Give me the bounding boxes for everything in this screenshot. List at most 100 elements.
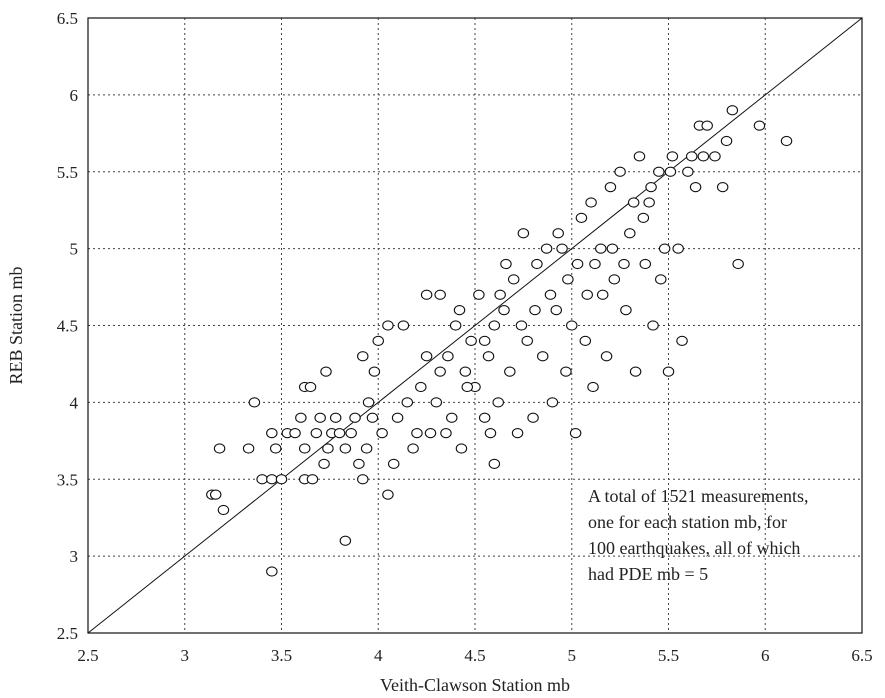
data-point xyxy=(298,443,311,454)
data-point xyxy=(682,166,694,177)
data-point xyxy=(585,197,597,208)
data-point xyxy=(382,489,394,500)
data-point xyxy=(560,366,572,377)
data-point xyxy=(434,289,446,300)
y-tick-labels: 2.5 3 3.5 4 4.5 5 5.5 6 6.5 xyxy=(57,9,79,643)
y-axis-title: REB Station mb xyxy=(6,266,26,384)
data-point xyxy=(494,289,506,300)
data-point xyxy=(372,335,384,347)
data-point xyxy=(565,320,578,331)
data-point xyxy=(217,504,230,516)
data-point xyxy=(329,412,342,423)
data-point xyxy=(720,135,733,147)
data-point xyxy=(556,243,568,254)
data-point xyxy=(449,320,462,331)
data-point xyxy=(407,443,419,454)
data-point xyxy=(314,412,326,423)
data-point xyxy=(266,566,278,577)
y-tick-label: 3 xyxy=(70,547,79,566)
data-point xyxy=(571,258,584,270)
data-point xyxy=(345,427,357,439)
x-tick-label: 4.5 xyxy=(464,646,485,665)
data-point xyxy=(544,289,557,300)
data-point xyxy=(639,258,652,270)
data-point xyxy=(596,289,609,300)
data-point xyxy=(662,366,675,377)
y-tick-label: 6 xyxy=(70,86,79,105)
x-tick-label: 3.5 xyxy=(271,646,292,665)
data-point xyxy=(604,181,617,193)
data-point xyxy=(550,304,563,316)
annotation-line: 100 earthquakes, all of which xyxy=(588,538,800,558)
data-point xyxy=(629,366,642,377)
data-point xyxy=(709,151,721,162)
data-point xyxy=(507,274,520,285)
data-point xyxy=(322,443,334,454)
data-points xyxy=(206,105,793,577)
data-point xyxy=(473,289,485,300)
data-point xyxy=(527,412,539,423)
data-point xyxy=(726,105,739,116)
data-point xyxy=(517,228,530,239)
data-point xyxy=(676,335,688,347)
data-point xyxy=(320,366,332,377)
data-point xyxy=(368,366,381,377)
data-point xyxy=(492,397,504,408)
data-point xyxy=(569,427,582,439)
data-point xyxy=(546,397,559,408)
data-point xyxy=(318,458,330,470)
data-point xyxy=(575,212,588,224)
data-point xyxy=(595,243,607,254)
data-point xyxy=(627,197,640,208)
data-point xyxy=(339,443,352,454)
data-point xyxy=(242,443,255,454)
data-point xyxy=(349,412,361,423)
data-point xyxy=(333,427,346,439)
data-point xyxy=(645,181,657,193)
data-point xyxy=(209,489,222,500)
data-point xyxy=(655,274,667,285)
x-tick-label: 3 xyxy=(181,646,190,665)
data-point xyxy=(339,535,352,546)
data-point xyxy=(753,120,766,131)
data-point xyxy=(289,427,301,439)
data-point xyxy=(589,258,601,270)
data-point xyxy=(411,427,423,439)
data-point xyxy=(637,212,650,224)
data-point xyxy=(357,474,369,485)
data-point xyxy=(488,458,501,470)
data-point xyxy=(353,458,365,470)
reference-line xyxy=(87,17,863,634)
data-point xyxy=(430,397,443,408)
data-point xyxy=(633,151,646,162)
data-point xyxy=(357,351,369,362)
data-point xyxy=(664,166,677,177)
data-point xyxy=(482,351,495,362)
data-point xyxy=(248,397,261,408)
data-point xyxy=(455,443,468,454)
x-tick-label: 6 xyxy=(761,646,770,665)
annotation-line: one for each station mb, for xyxy=(588,512,787,532)
annotation-line: had PDE mb = 5 xyxy=(588,564,708,584)
data-point xyxy=(415,381,427,393)
data-point xyxy=(643,197,655,208)
x-tick-label: 6.5 xyxy=(851,646,872,665)
data-point xyxy=(295,412,307,423)
data-point xyxy=(360,443,373,454)
data-point xyxy=(780,135,793,147)
data-point xyxy=(306,474,319,485)
x-tick-label: 2.5 xyxy=(77,646,98,665)
data-point xyxy=(446,412,458,423)
data-point xyxy=(579,335,592,347)
data-point xyxy=(511,427,524,439)
data-point xyxy=(387,458,400,470)
x-tick-labels: 2.5 3 3.5 4 4.5 5 5.5 6 6.5 xyxy=(77,646,872,665)
data-point xyxy=(697,151,710,162)
data-point xyxy=(397,320,410,331)
data-point xyxy=(213,443,226,454)
data-point xyxy=(685,151,698,162)
data-point xyxy=(600,351,613,362)
y-tick-label: 5 xyxy=(70,240,79,259)
data-point xyxy=(521,335,533,347)
